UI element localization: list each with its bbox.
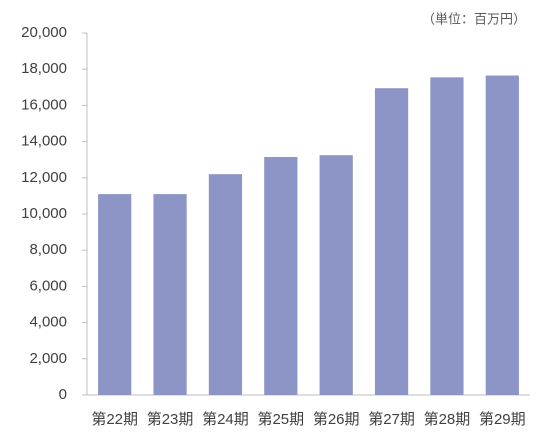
y-tick-label: 2,000	[29, 350, 67, 367]
x-tick-label: 第28期	[424, 410, 471, 428]
y-tick-label: 16,000	[21, 96, 67, 113]
unit-annotation: （単位：百万円）	[422, 11, 526, 26]
x-tick-label: 第22期	[91, 410, 138, 428]
y-tick-label: 4,000	[29, 314, 67, 331]
bar	[430, 77, 464, 395]
x-tick-label: 第25期	[257, 410, 304, 428]
y-tick-label: 6,000	[29, 277, 67, 294]
y-tick-label: 8,000	[29, 241, 67, 258]
bar	[485, 75, 519, 395]
bar	[264, 156, 298, 395]
y-tick-label: 0	[59, 386, 67, 403]
y-tick-label: 10,000	[21, 205, 67, 222]
x-tick-label: 第27期	[368, 410, 415, 428]
bar	[98, 194, 132, 395]
x-tick-label: 第29期	[479, 410, 526, 428]
bar	[208, 174, 243, 395]
y-tick-label: 18,000	[21, 60, 67, 77]
x-tick-label: 第26期	[313, 410, 360, 428]
bar	[319, 155, 353, 395]
y-tick-label: 12,000	[21, 169, 67, 186]
x-tick-label: 第23期	[147, 410, 194, 428]
x-tick-label: 第24期	[202, 410, 249, 428]
y-tick-label: 14,000	[21, 133, 67, 150]
bar	[153, 194, 187, 395]
bar	[374, 88, 409, 395]
y-tick-label: 20,000	[21, 24, 67, 41]
